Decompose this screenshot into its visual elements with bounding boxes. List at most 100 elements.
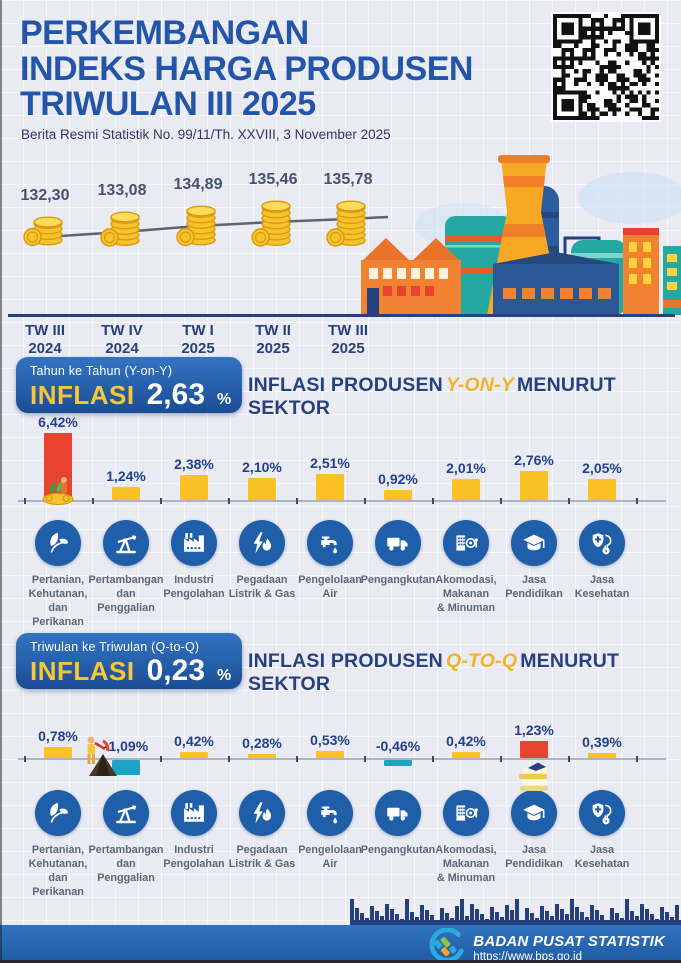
yoy-inflation-value: 2,63 xyxy=(146,378,205,411)
bps-footer-logo-block: BADAN PUSAT STATISTIK https://www.bps.go… xyxy=(427,928,665,963)
heading-highlight: Y-ON-Y xyxy=(445,374,514,396)
coin-stack xyxy=(238,191,308,248)
quarter-label-0: TW III 2024 xyxy=(25,322,65,357)
sector-item-agriculture: Pertanian, Kehutanan, dan Perikanan xyxy=(19,790,97,899)
building-dining-icon xyxy=(443,520,489,566)
graduation-cap-icon xyxy=(511,790,557,836)
qtq-inflation-value: 0,23 xyxy=(146,654,205,687)
coin-stack-icon xyxy=(251,199,291,247)
bar-8 xyxy=(588,752,616,758)
bar-4 xyxy=(316,473,344,500)
axis-tick xyxy=(432,756,434,762)
factory-icon xyxy=(171,520,217,566)
qr-code-image xyxy=(553,14,659,120)
leaf-icon xyxy=(35,520,81,566)
bps-website-link[interactable]: https://www.bps.go.id xyxy=(473,951,582,963)
factory-icon xyxy=(171,790,217,836)
index-point-3: 135,46 xyxy=(238,171,308,248)
sector-item-transport: Pengangkutan xyxy=(359,520,437,587)
sector-item-transport: Pengangkutan xyxy=(359,790,437,857)
sector-label: Pengelolaan Air xyxy=(298,574,362,601)
axis-tick xyxy=(500,498,502,504)
bar-value-label: 2,05% xyxy=(582,459,622,476)
footer-band xyxy=(0,925,681,963)
sector-label: Jasa Kesehatan xyxy=(574,844,630,871)
axis-tick xyxy=(160,498,162,504)
qtq-badge-label: INFLASI xyxy=(30,656,135,686)
bar-3 xyxy=(248,478,276,500)
bar-value-label: 0,28% xyxy=(242,735,282,752)
coin-stack xyxy=(313,191,383,248)
bar-8 xyxy=(588,478,616,500)
miner-illustration xyxy=(79,732,123,783)
chart-axis xyxy=(18,758,666,760)
qtq-badge-caption: Triwulan ke Triwulan (Q-to-Q) xyxy=(30,640,200,654)
quarter-label-1: TW IV 2024 xyxy=(101,322,143,357)
axis-tick xyxy=(24,498,26,504)
bar-value-label: 1,23% xyxy=(514,722,554,739)
leaf-icon xyxy=(35,790,81,836)
producer-price-index-line-chart: 132,30 133,08 134,89 135,46 135,78 xyxy=(10,165,392,247)
bar-value-label: 0,92% xyxy=(378,471,418,488)
oil-pump-icon xyxy=(103,790,149,836)
yoy-inflation-unit: % xyxy=(217,391,232,408)
bar-value-label: 0,53% xyxy=(310,731,350,748)
index-value: 134,89 xyxy=(173,176,223,193)
sector-label: Jasa Pendidikan xyxy=(505,574,563,601)
heading-pre: INFLASI PRODUSEN xyxy=(248,650,443,672)
footer-skyline-silhouette xyxy=(350,899,681,925)
coin-stack-icon xyxy=(176,205,216,247)
water-tap-icon xyxy=(307,520,353,566)
coin-stack xyxy=(87,202,157,248)
sector-label: Pengelolaan Air xyxy=(298,844,362,871)
coin-stack-icon xyxy=(100,210,140,247)
yoy-inflation-badge: Tahun ke Tahun (Y-on-Y) INFLASI 2,63 % xyxy=(16,357,242,413)
axis-tick xyxy=(636,498,638,504)
bar-5 xyxy=(384,490,412,500)
heading-post: MENURUT SEKTOR xyxy=(248,650,620,695)
axis-tick xyxy=(364,498,366,504)
sector-item-mining: Pertambangan dan Penggalian xyxy=(87,790,165,885)
bar-7 xyxy=(520,471,548,500)
sector-label: Pertanian, Kehutanan, dan Perikanan xyxy=(28,574,88,629)
yoy-section-heading: INFLASI PRODUSEN Y-ON-Y MENURUT SEKTOR xyxy=(248,374,676,420)
bar-value-label: -0,46% xyxy=(375,738,421,754)
water-tap-icon xyxy=(307,790,353,836)
bar-value-label: 0,42% xyxy=(174,733,214,750)
sector-label: Industri Pengolahan xyxy=(163,844,225,871)
sector-label: Industri Pengolahan xyxy=(163,574,225,601)
axis-tick xyxy=(296,756,298,762)
bps-org-name: BADAN PUSAT STATISTIK xyxy=(473,933,665,950)
bar-value-label: 2,01% xyxy=(446,460,486,477)
sector-label: Pegadaan Listrik & Gas xyxy=(228,574,296,601)
index-point-1: 133,08 xyxy=(87,182,157,248)
axis-tick xyxy=(432,498,434,504)
bar-value-label: 0,78% xyxy=(38,728,78,745)
index-value: 135,46 xyxy=(248,170,298,188)
axis-tick xyxy=(636,756,638,762)
sector-item-health: Jasa Kesehatan xyxy=(563,790,641,871)
sector-label: Pengangkutan xyxy=(360,574,436,586)
sector-item-mining: Pertambangan dan Penggalian xyxy=(87,520,165,615)
yoy-badge-caption: Tahun ke Tahun (Y-on-Y) xyxy=(30,364,173,378)
sector-icons-row-yoy: Pertanian, Kehutanan, dan Perikanan Perta… xyxy=(18,520,666,645)
farmer-harvest-illustration xyxy=(41,469,75,510)
chart-ground-axis xyxy=(8,314,675,317)
bar-value-label: 2,76% xyxy=(514,452,554,469)
title-line-1: PERKEMBANGAN xyxy=(20,14,309,52)
building-dining-icon xyxy=(443,790,489,836)
axis-tick xyxy=(364,756,366,762)
axis-tick xyxy=(296,498,298,504)
sector-label: Pertambangan dan Penggalian xyxy=(88,844,164,885)
qtq-inflation-unit: % xyxy=(217,667,232,684)
truck-icon xyxy=(375,790,421,836)
sector-item-electricity-gas: Pegadaan Listrik & Gas xyxy=(223,520,301,601)
sector-label: Jasa Kesehatan xyxy=(574,574,630,601)
coin-stack-icon xyxy=(23,216,63,247)
index-value: 133,08 xyxy=(97,181,147,199)
bar-value-label: 2,51% xyxy=(310,454,350,471)
axis-tick xyxy=(568,756,570,762)
heading-post: MENURUT SEKTOR xyxy=(248,374,616,419)
index-point-0: 132,30 xyxy=(10,187,80,247)
